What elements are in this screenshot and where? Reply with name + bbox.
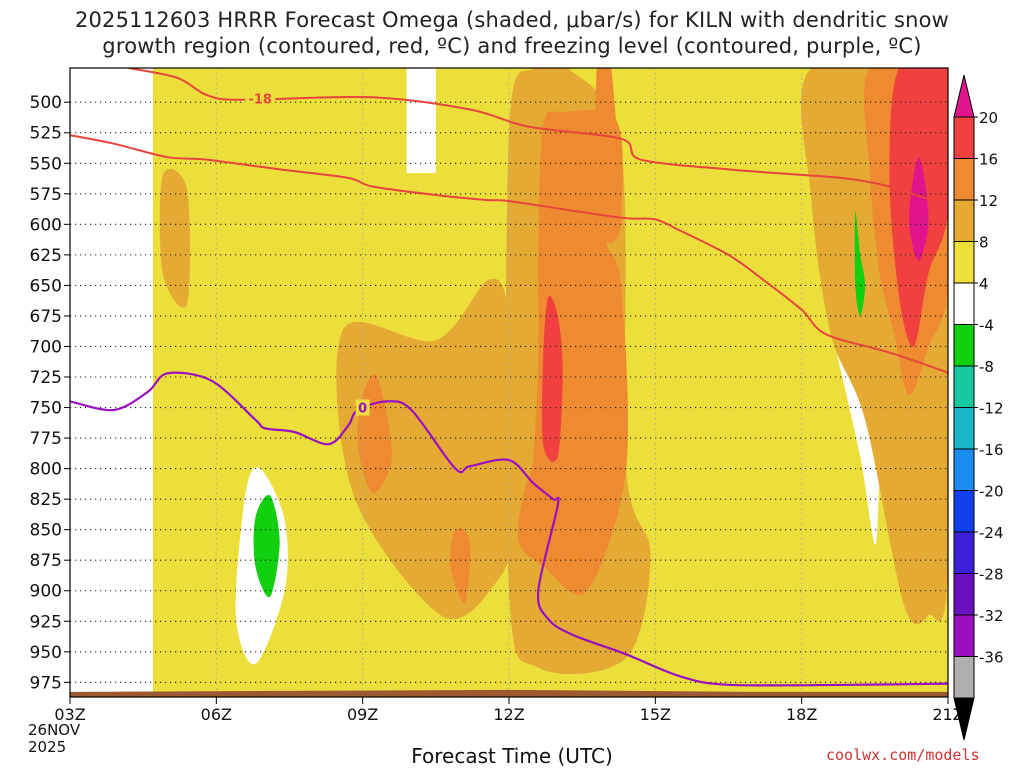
y-tick-label-950: 950: [30, 643, 62, 663]
freezing-contour-label: 0: [358, 402, 367, 417]
colorbar-box-1: [953, 116, 975, 159]
colorbar-label-2: 12: [979, 192, 998, 210]
y-tick-label-925: 925: [30, 612, 62, 632]
colorbar-box-11: [953, 531, 975, 574]
chart-title-line-1: 2025112603 HRRR Forecast Omega (shaded, …: [74, 8, 950, 32]
x-axis-title: Forecast Time (UTC): [411, 744, 613, 768]
colorbar-label-7: -12: [979, 400, 1004, 418]
dgz-contour-label: -18: [248, 93, 272, 108]
freezing-label-bg: [355, 399, 370, 416]
colorbar-box-5: [953, 282, 975, 325]
x-tick-label-06Z: 06Z: [201, 705, 232, 724]
x-tick-label-21Z: 21Z: [932, 705, 963, 724]
y-tick-label-675: 675: [30, 307, 62, 327]
plot-layer: -18 0: [70, 68, 948, 697]
start-date-day: 26NOV: [28, 721, 81, 739]
colorbar-top-triangle: [953, 74, 975, 118]
colorbar-box-8: [953, 407, 975, 450]
dgz-label-bg: [245, 90, 276, 107]
colorbar-label-6: -8: [979, 358, 994, 376]
ground-terrain: [70, 689, 948, 697]
y-tick-label-975: 975: [30, 673, 62, 693]
omega-region-2: [159, 168, 191, 308]
y-tick-label-775: 775: [30, 429, 62, 449]
colorbar-box-3: [953, 199, 975, 242]
colorbar-box-2: [953, 158, 975, 201]
colorbar-label-1: 16: [979, 151, 998, 169]
x-tick-label-03Z: 03Z: [54, 705, 85, 724]
colorbar-box-12: [953, 573, 975, 616]
x-tick-label-15Z: 15Z: [640, 705, 671, 724]
colorbar-label-13: -36: [979, 649, 1004, 667]
omega-region-16: [450, 528, 471, 604]
colorbar-label-8: -16: [979, 441, 1004, 459]
colorbar-label-11: -28: [979, 566, 1004, 584]
y-tick-label-625: 625: [30, 246, 62, 266]
colorbar-box-10: [953, 490, 975, 533]
colorbar-box-9: [953, 448, 975, 491]
y-tick-label-650: 650: [30, 276, 62, 296]
omega-region-17: [541, 295, 563, 462]
colorbar-label-3: 8: [979, 234, 989, 252]
omega-region-3: [336, 278, 515, 620]
colorbar-label-12: -32: [979, 607, 1004, 625]
x-tick-label-09Z: 09Z: [347, 705, 378, 724]
y-tick-label-575: 575: [30, 185, 62, 205]
y-tick-label-850: 850: [30, 521, 62, 541]
start-date-year: 2025: [28, 738, 67, 756]
omega-region-7: [86, 595, 139, 655]
y-tick-label-875: 875: [30, 551, 62, 571]
omega-region-19: [909, 157, 929, 261]
colorbar-box-6: [953, 324, 975, 367]
dgz-contour-1: [128, 68, 948, 206]
x-tick-label-12Z: 12Z: [493, 705, 524, 724]
colorbar-label-5: -4: [979, 317, 994, 335]
omega-region-11: [854, 211, 866, 316]
credit-link[interactable]: coolwx.com/models: [826, 746, 980, 764]
y-tick-label-500: 500: [30, 93, 62, 113]
colorbar-box-4: [953, 241, 975, 284]
y-tick-label-725: 725: [30, 368, 62, 388]
dgz-contour-2: [70, 134, 948, 375]
y-tick-label-550: 550: [30, 154, 62, 174]
colorbar-label-9: -20: [979, 483, 1004, 501]
omega-region-8: [199, 485, 227, 585]
x-tick-label-18Z: 18Z: [786, 705, 817, 724]
omega-region-15: [517, 110, 629, 595]
y-tick-label-900: 900: [30, 582, 62, 602]
y-tick-label-825: 825: [30, 490, 62, 510]
colorbar-box-7: [953, 365, 975, 408]
colorbar-box-13: [953, 614, 975, 657]
chart-title-line-2: growth region (contoured, red, ºC) and f…: [102, 34, 922, 58]
y-tick-label-700: 700: [30, 337, 62, 357]
y-tick-label-600: 600: [30, 215, 62, 235]
colorbar-bottom-triangle: [953, 697, 975, 741]
colorbar-box-gray: [953, 656, 975, 699]
y-tick-label-525: 525: [30, 124, 62, 144]
y-tick-label-800: 800: [30, 460, 62, 480]
colorbar-label-0: 20: [979, 109, 998, 127]
y-tick-label-750: 750: [30, 399, 62, 419]
freezing-level-contour-1: [70, 371, 948, 687]
colorbar-label-4: 4: [979, 275, 989, 293]
colorbar-label-10: -24: [979, 524, 1004, 542]
omega-region-10: [253, 494, 280, 598]
